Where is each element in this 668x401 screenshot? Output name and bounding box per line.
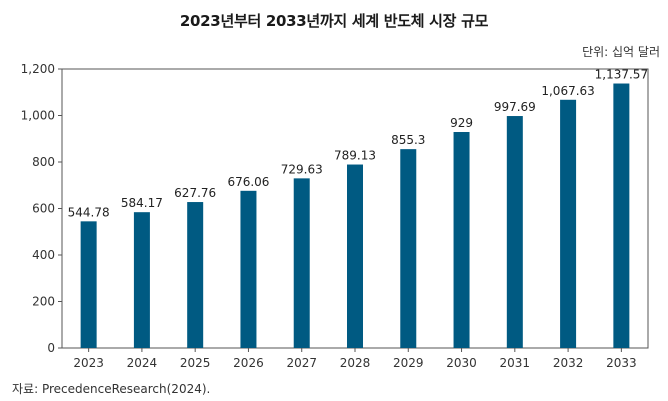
bar-2032 [560,99,577,348]
x-tick-label: 2032 [553,356,584,370]
bar-2025 [187,202,204,348]
bar-2023 [80,221,97,348]
bar-2027 [293,178,310,348]
x-tick-label: 2031 [500,356,531,370]
bar-value-label: 627.76 [174,186,216,200]
unit-label: 단위: 십억 달러 [582,45,660,59]
bar-2031 [506,116,523,348]
y-tick-label: 1,200 [21,62,55,76]
y-tick-label: 800 [32,155,55,169]
y-tick-label: 0 [47,341,55,355]
bar-value-label: 584.17 [121,196,163,210]
y-tick-label: 600 [32,202,55,216]
x-tick-label: 2030 [446,356,477,370]
chart-title: 2023년부터 2033년까지 세계 반도체 시장 규모 [179,12,489,30]
x-tick-label: 2024 [127,356,158,370]
bar-value-label: 1,067.63 [541,84,594,98]
x-tick-label: 2029 [393,356,424,370]
bar-value-label: 1,137.57 [595,68,648,82]
x-tick-label: 2026 [233,356,264,370]
y-tick-label: 200 [32,295,55,309]
bar-2029 [400,149,417,348]
bar-value-label: 929 [450,116,473,130]
bar-2024 [133,212,150,348]
bar-2033 [613,83,630,348]
source-note: 자료: PrecedenceResearch(2024). [12,382,211,396]
bar-value-label: 997.69 [494,100,536,114]
y-tick-label: 1,000 [21,109,55,123]
bar-value-label: 676.06 [227,175,269,189]
x-tick-label: 2033 [606,356,637,370]
bar-value-label: 544.78 [68,205,110,219]
x-tick-label: 2028 [340,356,371,370]
y-tick-label: 400 [32,248,55,262]
bar-value-label: 729.63 [281,162,323,176]
x-tick-label: 2023 [73,356,104,370]
bar-value-label: 855.3 [391,133,425,147]
bar-2028 [347,164,363,348]
bar-2030 [453,132,470,348]
bar-value-label: 789.13 [334,149,376,163]
bar-2026 [240,190,257,348]
x-tick-label: 2027 [286,356,317,370]
x-tick-label: 2025 [180,356,211,370]
